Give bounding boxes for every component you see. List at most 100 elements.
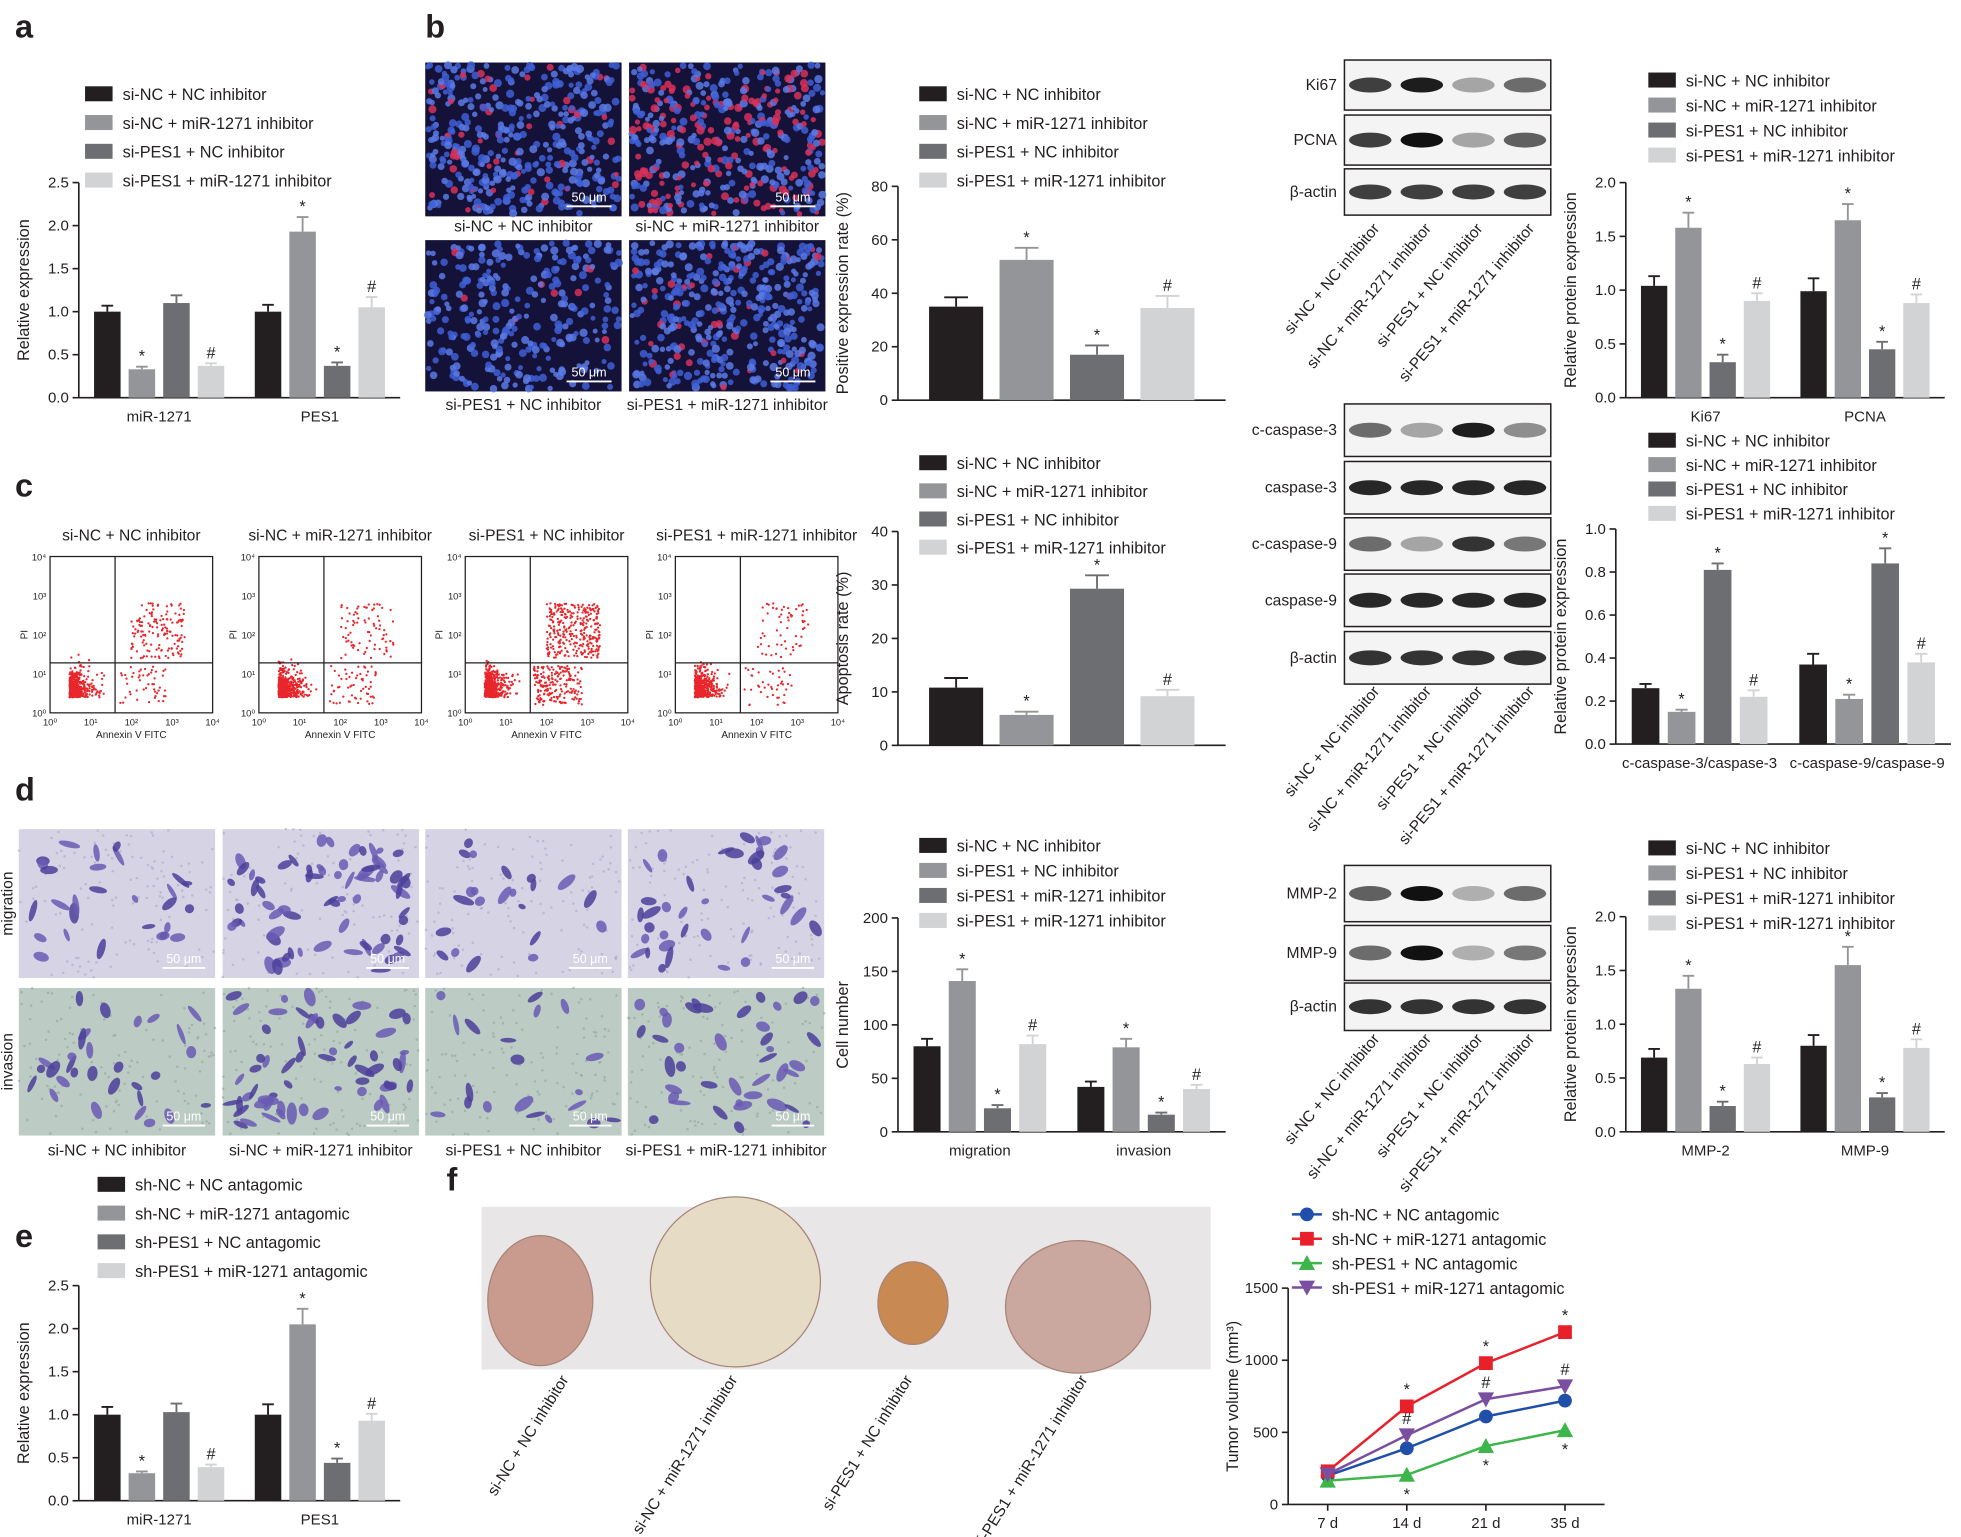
event-dot	[706, 675, 709, 678]
event-dot	[166, 649, 169, 652]
event-dot	[153, 690, 157, 693]
pore	[634, 845, 638, 849]
pore	[496, 845, 500, 849]
event-dot	[580, 691, 583, 695]
nucleus	[651, 287, 658, 295]
nucleus	[687, 63, 694, 70]
event-dot	[354, 676, 358, 680]
event-dot	[723, 689, 726, 692]
nucleus	[704, 104, 710, 111]
event-dot	[553, 613, 556, 616]
pore	[300, 909, 304, 912]
event-dot	[70, 673, 73, 676]
event-dot	[167, 647, 170, 650]
event-dot	[79, 688, 82, 692]
event-dot	[551, 681, 554, 684]
nucleus	[783, 196, 791, 204]
nucleus	[637, 380, 645, 388]
nucleus	[683, 299, 691, 307]
pore	[93, 841, 97, 845]
nucleus	[603, 343, 612, 352]
event-dot	[350, 644, 353, 647]
nucleus	[664, 71, 671, 78]
nucleus	[730, 306, 737, 314]
nucleus	[813, 252, 822, 261]
event-dot	[153, 696, 156, 699]
event-dot	[297, 680, 300, 683]
event-dot	[90, 690, 94, 693]
event-dot	[333, 669, 336, 672]
nucleus	[760, 380, 768, 388]
event-dot	[350, 694, 354, 697]
nucleus	[482, 323, 491, 331]
event-dot	[85, 692, 89, 696]
event-dot	[542, 671, 545, 674]
event-dot	[509, 684, 513, 687]
pore	[404, 834, 407, 837]
nucleus	[541, 85, 548, 93]
nucleus	[629, 313, 635, 319]
nucleus	[512, 132, 521, 141]
pore	[468, 867, 471, 871]
pore	[262, 934, 266, 937]
nucleus	[737, 63, 743, 69]
nucleus	[519, 71, 526, 78]
pore	[145, 896, 148, 900]
event-dot	[367, 687, 371, 690]
event-dot	[563, 682, 566, 686]
nucleus	[696, 267, 705, 276]
pore	[628, 966, 632, 969]
pore	[397, 859, 400, 862]
nucleus	[635, 153, 642, 160]
nucleus	[728, 179, 736, 187]
nucleus	[689, 114, 697, 122]
pore	[150, 866, 153, 869]
event-dot	[510, 680, 513, 683]
nucleus	[607, 137, 616, 145]
pore	[635, 943, 639, 947]
event-dot	[785, 688, 788, 691]
event-dot	[286, 695, 289, 698]
nucleus	[488, 280, 496, 288]
event-dot	[76, 680, 80, 684]
pore	[160, 869, 163, 873]
event-dot	[152, 683, 156, 686]
event-dot	[536, 665, 540, 668]
nucleus	[570, 303, 576, 309]
pore	[424, 928, 428, 932]
nucleus	[574, 288, 583, 297]
event-dot	[590, 656, 593, 659]
event-dot	[698, 682, 701, 685]
event-dot	[94, 688, 97, 691]
nucleus	[784, 109, 790, 115]
nucleus	[723, 285, 731, 293]
nucleus	[719, 77, 726, 85]
pore	[585, 926, 589, 929]
flow-x-label: Annexin V FITC	[511, 730, 582, 741]
nucleus	[757, 137, 765, 145]
nucleus	[629, 87, 636, 94]
nucleus	[646, 202, 652, 208]
event-dot	[166, 610, 169, 613]
event-dot	[305, 682, 308, 686]
nucleus	[723, 77, 731, 85]
event-dot	[139, 635, 143, 638]
nucleus	[493, 158, 500, 165]
nucleus	[540, 297, 547, 304]
event-dot	[80, 687, 83, 690]
event-dot	[557, 650, 560, 654]
nucleus	[720, 353, 729, 362]
event-dot	[516, 673, 519, 676]
pore	[315, 882, 319, 885]
pore	[414, 845, 417, 849]
pore	[110, 857, 114, 860]
nucleus	[553, 160, 561, 168]
event-dot	[489, 678, 492, 681]
event-dot	[536, 670, 539, 673]
pore	[577, 947, 581, 951]
pore	[817, 957, 821, 960]
event-dot	[369, 695, 372, 698]
nucleus	[668, 313, 675, 320]
nucleus	[545, 181, 554, 190]
event-dot	[368, 631, 371, 634]
